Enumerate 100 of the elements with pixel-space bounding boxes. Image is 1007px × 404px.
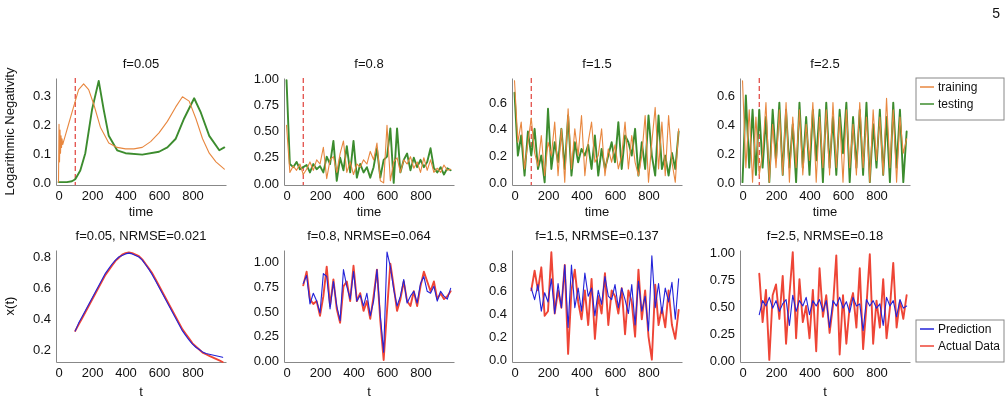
x-tick-label: 200 [309,365,332,381]
y-tick-label: 0.4 [716,116,735,132]
y-tick-label: 0.4 [32,311,51,327]
x-tick-label: 0 [511,188,519,204]
x-axis-title: time [812,204,838,219]
x-tick-label: 600 [604,365,627,381]
x-tick-label: 800 [638,188,660,204]
y-tick-label: 0.25 [253,328,279,344]
x-tick-label: 200 [537,188,560,204]
x-tick-label: 200 [81,365,104,381]
y-tick-label: 0.0 [32,174,51,190]
legend-label: Actual Data [938,339,1001,353]
y-tick-label: 0.50 [253,303,279,319]
chart-title: f=0.8, NRMSE=0.064 [307,228,431,243]
x-tick-label: 0 [283,188,291,204]
y-tick-label: 0.75 [709,271,735,287]
y-tick-label: 0.1 [32,145,51,161]
y-tick-label: 0.8 [488,259,507,275]
y-tick-label: 0.6 [32,279,51,295]
y-tick-label: 0.75 [253,96,279,112]
y-tick-label: 1.00 [709,244,735,260]
y-tick-label: 0.2 [488,329,507,345]
y-tick-label: 0.4 [488,121,507,137]
y-tick-label: 0.0 [716,174,735,190]
line-series [302,262,452,361]
legend-label: Prediction [938,322,992,336]
x-tick-label: 800 [410,365,432,381]
x-tick-label: 800 [866,188,888,204]
y-tick-label: 1.00 [253,70,279,86]
y-tick-label: 1.00 [253,254,279,270]
x-tick-label: 400 [343,365,365,381]
legend-label: training [938,80,978,94]
y-tick-label: 0.00 [253,175,279,191]
chart-title: f=2.5 [810,56,840,71]
y-tick-label: 0.2 [32,116,51,132]
line-series [530,251,680,361]
x-tick-label: 200 [537,365,560,381]
x-axis-title: time [128,204,154,219]
x-axis-title: time [584,204,610,219]
x-tick-label: 800 [410,188,432,204]
x-axis-title: t [367,384,372,399]
text: 5 [992,5,1001,21]
x-tick-label: 400 [115,365,137,381]
y-axis-title: Logarithmic Negativity [2,67,17,196]
chart-title: f=0.05, NRMSE=0.021 [75,228,207,243]
chart-title: f=2.5, NRMSE=0.18 [766,228,884,243]
y-tick-label: 0.2 [32,342,51,358]
line-series [285,79,452,184]
chart-title: f=1.5, NRMSE=0.137 [535,228,659,243]
y-tick-label: 0.3 [32,88,51,104]
x-tick-label: 800 [182,365,204,381]
x-tick-label: 0 [511,365,519,381]
y-tick-label: 0.25 [709,325,735,341]
y-tick-label: 0.6 [488,94,507,110]
x-tick-label: 0 [739,365,747,381]
x-tick-label: 800 [866,365,888,381]
x-axis-title: time [356,204,382,219]
y-axis-title: x(t) [2,296,17,316]
line-series [302,251,452,353]
chart-title: f=0.8 [354,56,384,71]
line-series [758,294,908,332]
x-tick-label: 600 [148,365,171,381]
x-axis-title: t [139,384,144,399]
line-series [530,255,680,332]
x-tick-label: 0 [739,188,747,204]
x-tick-label: 200 [309,188,332,204]
y-tick-label: 0.0 [488,174,507,190]
x-tick-label: 400 [799,365,821,381]
x-tick-label: 600 [604,188,627,204]
x-axis-title: t [595,384,600,399]
y-tick-label: 0.2 [488,148,507,164]
x-tick-label: 600 [832,365,855,381]
x-tick-label: 200 [765,365,788,381]
x-tick-label: 600 [148,188,171,204]
y-tick-label: 0.6 [716,88,735,104]
x-tick-label: 400 [115,188,137,204]
x-tick-label: 400 [799,188,821,204]
x-tick-label: 0 [283,365,291,381]
chart-title: f=1.5 [582,56,612,71]
y-tick-label: 0.4 [488,306,507,322]
y-tick-label: 0.50 [253,123,279,139]
x-tick-label: 200 [765,188,788,204]
x-tick-label: 400 [571,188,593,204]
x-tick-label: 600 [832,188,855,204]
y-tick-label: 0.00 [253,352,279,368]
y-tick-label: 0.75 [253,279,279,295]
y-tick-label: 0.6 [488,283,507,299]
x-tick-label: 0 [55,365,63,381]
x-tick-label: 600 [376,365,399,381]
x-axis-title: t [823,384,828,399]
x-tick-label: 0 [55,188,63,204]
y-tick-label: 0.25 [253,149,279,165]
x-tick-label: 400 [343,188,365,204]
legend-label: testing [938,97,974,111]
y-tick-label: 0.50 [709,298,735,314]
line-series [758,251,908,361]
y-tick-label: 0.0 [488,352,507,368]
chart-title: f=0.05 [122,56,160,71]
x-tick-label: 800 [182,188,204,204]
y-tick-label: 0.00 [709,352,735,368]
